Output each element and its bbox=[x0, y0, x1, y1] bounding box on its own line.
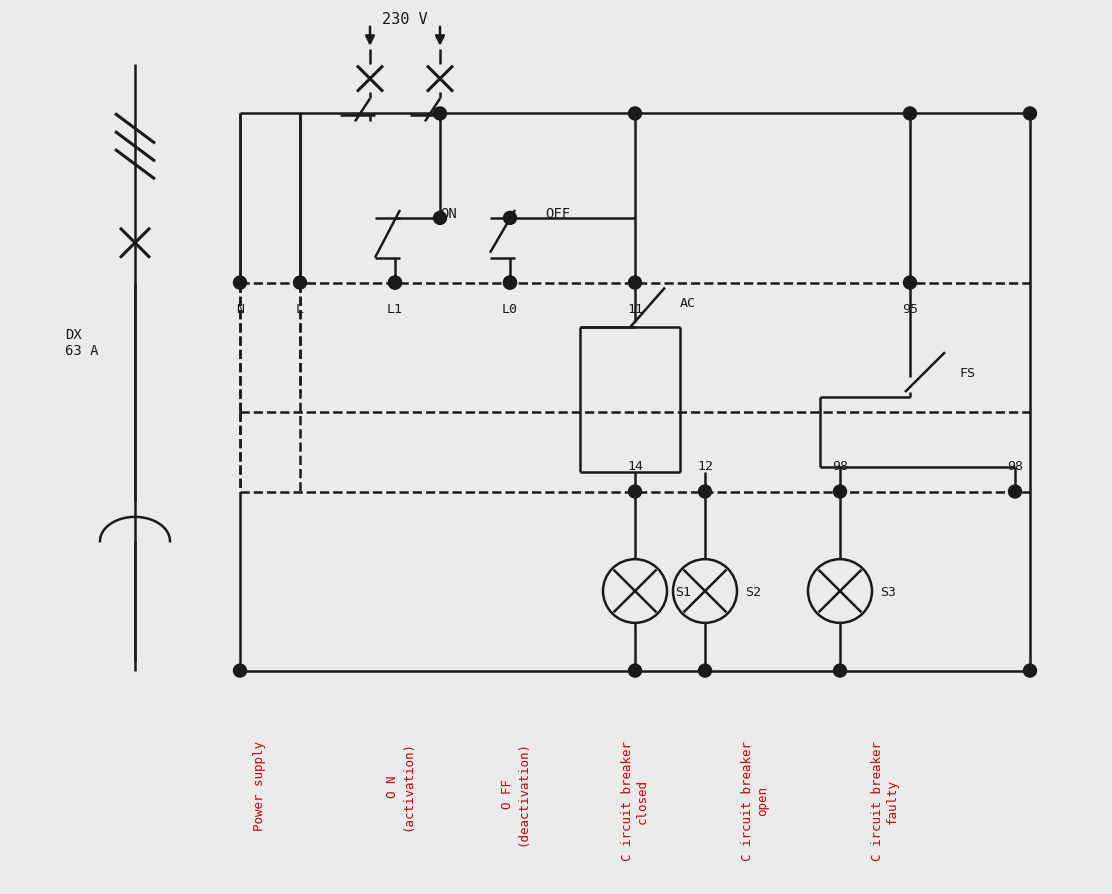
Text: S2: S2 bbox=[745, 585, 761, 598]
Text: 230 V: 230 V bbox=[383, 13, 428, 28]
Text: DX
63 A: DX 63 A bbox=[64, 328, 99, 358]
Circle shape bbox=[628, 485, 642, 499]
Text: S3: S3 bbox=[880, 585, 896, 598]
Text: C ircuit breaker
faulty: C ircuit breaker faulty bbox=[871, 740, 898, 860]
Text: C ircuit breaker
closed: C ircuit breaker closed bbox=[620, 740, 649, 860]
Text: FS: FS bbox=[960, 367, 976, 379]
Circle shape bbox=[698, 664, 712, 678]
Text: L1: L1 bbox=[387, 303, 403, 316]
Circle shape bbox=[434, 212, 447, 225]
Circle shape bbox=[504, 212, 516, 225]
Text: O N
(activation): O N (activation) bbox=[386, 740, 414, 831]
Circle shape bbox=[388, 277, 401, 290]
Circle shape bbox=[504, 277, 516, 290]
Circle shape bbox=[388, 277, 401, 290]
Circle shape bbox=[834, 664, 846, 678]
Circle shape bbox=[903, 277, 916, 290]
Circle shape bbox=[234, 277, 247, 290]
Text: Power supply: Power supply bbox=[254, 740, 267, 831]
Circle shape bbox=[903, 108, 916, 121]
Circle shape bbox=[504, 277, 516, 290]
Text: N: N bbox=[236, 303, 244, 316]
Text: 98: 98 bbox=[1007, 460, 1023, 472]
Circle shape bbox=[834, 485, 846, 499]
Text: ON: ON bbox=[440, 207, 457, 221]
Text: L0: L0 bbox=[502, 303, 518, 316]
Text: C ircuit breaker
open: C ircuit breaker open bbox=[741, 740, 770, 860]
Circle shape bbox=[234, 664, 247, 678]
Text: 11: 11 bbox=[627, 303, 643, 316]
Text: 12: 12 bbox=[697, 460, 713, 472]
Circle shape bbox=[294, 277, 307, 290]
Circle shape bbox=[434, 108, 447, 121]
Text: S1: S1 bbox=[675, 585, 691, 598]
Circle shape bbox=[698, 485, 712, 499]
Text: AC: AC bbox=[681, 297, 696, 309]
Text: 14: 14 bbox=[627, 460, 643, 472]
Text: O FF
(deactivation): O FF (deactivation) bbox=[502, 740, 529, 846]
Text: OFF: OFF bbox=[545, 207, 570, 221]
Circle shape bbox=[1023, 108, 1036, 121]
Circle shape bbox=[1009, 485, 1022, 499]
Circle shape bbox=[628, 108, 642, 121]
Text: 95: 95 bbox=[902, 303, 919, 316]
Circle shape bbox=[1023, 664, 1036, 678]
Circle shape bbox=[628, 664, 642, 678]
Text: 98: 98 bbox=[832, 460, 848, 472]
Text: L: L bbox=[296, 303, 304, 316]
Circle shape bbox=[628, 277, 642, 290]
